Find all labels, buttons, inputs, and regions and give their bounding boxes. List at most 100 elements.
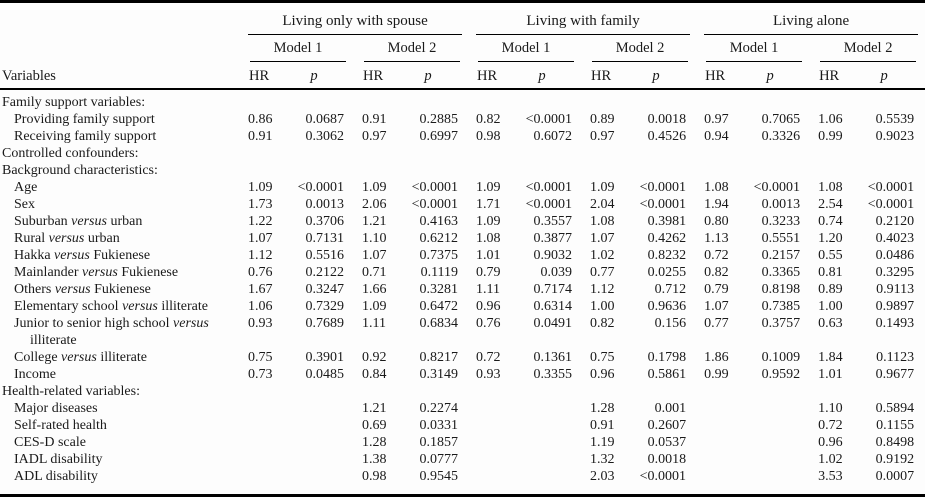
cell-hr-value: 1.06 — [248, 298, 273, 314]
cell-hr-value — [697, 145, 743, 162]
cell-p-value — [629, 383, 697, 400]
cell-hr-value: 1.00 — [818, 298, 843, 314]
cell-hr-value: 1.12 — [590, 281, 615, 297]
row-label: Controlled confounders: — [2, 145, 139, 161]
cell-hr-value — [811, 162, 857, 179]
cell-p-value: <0.0001 — [753, 179, 801, 195]
cell-hr-value: 1.10 — [362, 230, 387, 246]
cell-p-value: 0.6212 — [419, 230, 459, 246]
cell-hr-value: 0.72 — [704, 247, 729, 263]
model-header-label: Model 1 — [706, 40, 803, 62]
cell-hr-value — [241, 400, 287, 417]
cell-p-value: 0.3295 — [875, 264, 915, 280]
cell-hr-value: 1.10 — [818, 400, 843, 416]
cell-p-value — [743, 434, 811, 451]
cell-p-value — [515, 468, 583, 496]
cell-p-value — [743, 400, 811, 417]
cell-p-value: 0.3355 — [533, 366, 573, 382]
cell-hr-value — [469, 89, 515, 111]
cell-hr-value — [241, 383, 287, 400]
row-label: Age — [14, 179, 38, 195]
cell-p-value: 0.5861 — [647, 366, 687, 382]
cell-hr-value: 0.99 — [818, 128, 843, 144]
cell-p-value: 0.1798 — [647, 349, 687, 365]
cell-p-value: 0.3062 — [305, 128, 345, 144]
cell-hr-value — [583, 162, 629, 179]
cell-hr-value: 1.28 — [590, 400, 615, 416]
cell-hr-value: 0.77 — [704, 315, 729, 331]
cell-hr-value: 1.09 — [476, 179, 501, 195]
cell-p-value: 0.6314 — [533, 298, 573, 314]
cell-hr-value — [241, 145, 287, 162]
table-row: ADL disability 0.98 0.9545 2.03 <0.0001 3.53 0… — [0, 468, 925, 496]
cell-p-value: 0.8498 — [875, 434, 915, 450]
cell-hr-value — [241, 162, 287, 179]
cell-p-value — [743, 468, 811, 496]
cell-hr-value: 0.80 — [704, 213, 729, 229]
cell-hr-value: 0.96 — [818, 434, 843, 450]
cell-p-value — [401, 145, 469, 162]
cell-p-value: 0.3149 — [419, 366, 459, 382]
group-header-label: Living alone — [704, 13, 919, 35]
model-header-label: Model 2 — [820, 40, 917, 62]
cell-hr-value: 1.11 — [476, 281, 501, 297]
cell-hr-value: 1.21 — [362, 400, 387, 416]
model-header: Model 1 — [241, 35, 355, 62]
cell-hr-value: 0.63 — [818, 315, 843, 331]
cell-p-value: 0.9592 — [761, 366, 801, 382]
table-row: College versus illiterate 0.75 0.3901 0.92 0… — [0, 349, 925, 366]
table-row: Income 0.73 0.0485 0.84 0.3149 0.93 0.3355 0.96… — [0, 366, 925, 383]
cell-p-value — [401, 89, 469, 111]
cell-hr-value: 0.91 — [590, 417, 615, 433]
cell-p-value: 0.1119 — [420, 264, 459, 280]
cell-p-value: 0.0486 — [875, 247, 915, 263]
cell-p-value: <0.0001 — [639, 468, 687, 484]
cell-hr-value: 1.21 — [362, 213, 387, 229]
cell-p-value — [287, 145, 355, 162]
cell-hr-value: 2.06 — [362, 196, 387, 212]
cell-hr-value: 1.07 — [704, 298, 729, 314]
cell-p-value: 0.712 — [654, 281, 687, 297]
cell-hr-value: 1.66 — [362, 281, 387, 297]
row-label: Hakka versus Fukienese — [14, 247, 151, 263]
cell-hr-value — [355, 162, 401, 179]
p-column-header: p — [401, 61, 470, 90]
row-label: Family support variables: — [2, 94, 146, 110]
cell-hr-value: 0.89 — [818, 281, 843, 297]
cell-p-value: <0.0001 — [867, 196, 915, 212]
cell-p-value: 0.2885 — [419, 111, 459, 127]
row-label: Providing family support — [14, 111, 155, 127]
cell-p-value: 0.2157 — [761, 247, 801, 263]
hr-column-header: HR — [241, 61, 287, 90]
cell-hr-value: 0.92 — [362, 349, 387, 365]
cell-p-value — [515, 400, 583, 417]
hr-column-header: HR — [583, 61, 630, 90]
p-column-header: p — [857, 61, 925, 90]
cell-p-value: 0.3557 — [533, 213, 573, 229]
cell-hr-value: 0.97 — [704, 111, 729, 127]
cell-hr-value — [469, 451, 515, 468]
cell-hr-value — [355, 89, 401, 111]
group-header-living-with-family: Living with family — [469, 2, 697, 35]
row-label: Elementary school versus illiterate — [14, 298, 209, 314]
table-row: Elementary school versus illiterate 1.06 0… — [0, 298, 925, 315]
cell-p-value — [515, 145, 583, 162]
cell-p-value: 0.9023 — [875, 128, 915, 144]
row-label: Junior to senior high school versus illi… — [14, 315, 209, 348]
cell-p-value: <0.0001 — [525, 196, 573, 212]
row-label: Background characteristics: — [2, 162, 158, 178]
cell-p-value: <0.0001 — [525, 179, 573, 195]
group-header-living-alone: Living alone — [697, 2, 925, 35]
cell-p-value — [287, 89, 355, 111]
cell-p-value — [515, 451, 583, 468]
cell-hr-value: 1.28 — [362, 434, 387, 450]
cell-p-value: 0.2274 — [419, 400, 459, 416]
cell-p-value: 0.0018 — [647, 451, 687, 467]
cell-p-value — [515, 417, 583, 434]
cell-p-value: 0.039 — [540, 264, 573, 280]
cell-p-value: 0.0485 — [305, 366, 345, 382]
cell-hr-value — [583, 383, 629, 400]
p-column-header: p — [515, 61, 584, 90]
